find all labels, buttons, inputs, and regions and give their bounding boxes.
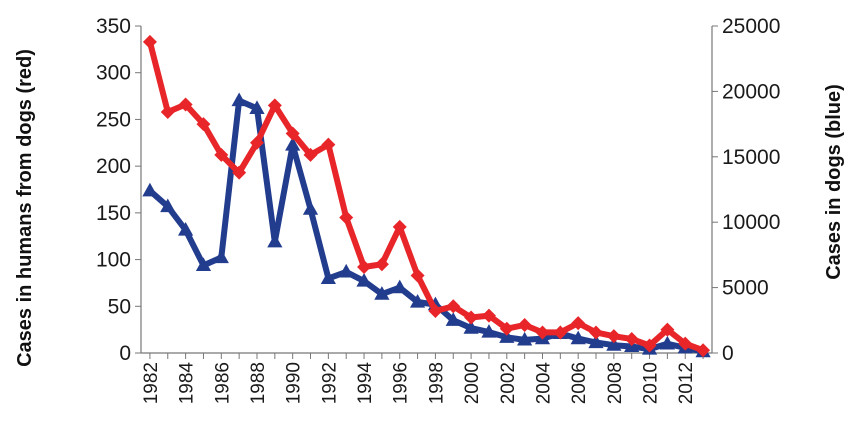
data-point-diamond — [517, 317, 532, 332]
x-tick-label: 1992 — [319, 362, 340, 404]
y-axis-left-title: Cases in humans from dogs (red) — [14, 49, 36, 367]
data-point-diamond — [142, 34, 157, 49]
data-point-diamond — [589, 325, 604, 340]
x-tick-label: 1986 — [212, 362, 233, 404]
data-point-triangle — [267, 233, 283, 248]
data-point-triangle — [445, 312, 461, 326]
y-right-tick-label: 15000 — [722, 146, 780, 169]
x-tick-label: 1988 — [248, 362, 269, 404]
data-point-triangle — [160, 198, 176, 213]
data-point-diamond — [214, 147, 229, 162]
data-point-diamond — [696, 343, 711, 358]
data-point-diamond — [339, 210, 354, 225]
data-point-triangle — [463, 320, 479, 334]
data-point-diamond — [267, 98, 282, 113]
data-point-diamond — [357, 260, 372, 275]
data-point-triangle — [659, 335, 675, 350]
data-point-triangle — [249, 100, 265, 115]
data-point-triangle — [517, 331, 533, 346]
y-left-tick-label: 200 — [96, 155, 131, 178]
data-point-diamond — [285, 126, 300, 141]
data-point-diamond — [232, 165, 247, 180]
x-tick-label: 2008 — [605, 362, 626, 404]
series-dogs — [142, 92, 711, 358]
data-point-diamond — [571, 316, 586, 331]
data-point-diamond — [374, 257, 389, 272]
data-point-diamond — [160, 104, 175, 119]
y-left-tick-label: 50 — [108, 295, 131, 318]
data-point-diamond — [392, 219, 407, 234]
x-tick-label: 2004 — [533, 362, 554, 405]
x-tick-label: 1996 — [391, 362, 412, 404]
data-point-triangle — [409, 293, 426, 308]
x-tick-label: 2002 — [498, 362, 519, 404]
x-tick-label: 1998 — [426, 362, 447, 404]
y-left-tick-label: 150 — [96, 202, 131, 225]
data-point-triangle — [195, 257, 212, 271]
data-point-triangle — [499, 329, 515, 343]
data-point-triangle — [231, 92, 247, 107]
data-point-diamond — [660, 322, 675, 337]
data-point-diamond — [499, 321, 514, 336]
data-point-triangle — [374, 286, 390, 300]
y-axis-right-title: Cases in dogs (blue) — [823, 84, 845, 280]
y-left-tick-label: 250 — [96, 108, 131, 131]
data-point-triangle — [338, 263, 354, 278]
data-point-diamond — [553, 325, 568, 340]
data-point-triangle — [606, 337, 622, 351]
data-point-diamond — [464, 310, 479, 325]
data-point-triangle — [481, 324, 497, 338]
data-point-triangle — [392, 279, 408, 294]
y-right-tick-label: 25000 — [722, 15, 780, 38]
data-point-triangle — [178, 222, 194, 236]
data-point-triangle — [570, 330, 586, 345]
data-point-diamond — [481, 308, 496, 323]
data-point-diamond — [428, 303, 443, 318]
data-point-diamond — [606, 329, 621, 344]
data-point-diamond — [196, 117, 211, 132]
data-point-diamond — [642, 338, 657, 353]
data-point-triangle — [356, 273, 372, 287]
y-left-tick-label: 0 — [119, 342, 131, 365]
x-tick-label: 1994 — [355, 362, 376, 405]
data-point-diamond — [178, 97, 193, 112]
data-point-diamond — [303, 147, 318, 162]
x-tick-label: 1982 — [141, 362, 162, 404]
y-left-tick-label: 100 — [96, 249, 131, 272]
data-point-triangle — [320, 270, 336, 285]
data-point-triangle — [213, 249, 229, 264]
y-right-tick-label: 5000 — [722, 277, 769, 300]
y-right-tick-label: 20000 — [722, 80, 780, 103]
data-point-diamond — [410, 268, 425, 283]
y-left-tick-label: 350 — [96, 15, 131, 38]
x-tick-label: 2000 — [462, 362, 483, 404]
data-point-diamond — [535, 325, 550, 340]
series-line — [147, 97, 704, 355]
x-tick-label: 2006 — [569, 362, 590, 404]
y-left-tick-label: 300 — [96, 62, 131, 85]
data-point-diamond — [446, 299, 461, 314]
data-point-triangle — [142, 182, 158, 197]
data-point-diamond — [321, 137, 336, 152]
axes: 0 50 100 150 200 250 300 350 0 5000 10000 15000 2000… — [96, 15, 780, 404]
data-point-diamond — [678, 336, 693, 351]
data-point-triangle — [588, 334, 604, 349]
x-tick-label: 1990 — [284, 362, 305, 404]
x-tick-label: 2010 — [641, 362, 662, 404]
data-point-triangle — [285, 137, 301, 151]
data-point-diamond — [624, 331, 639, 346]
x-tick-label: 1984 — [177, 362, 198, 405]
data-point-diamond — [249, 135, 264, 150]
y-right-tick-label: 0 — [722, 342, 734, 365]
data-point-triangle — [302, 201, 319, 215]
y-right-tick-label: 10000 — [722, 211, 780, 234]
x-tick-label: 2012 — [676, 362, 697, 404]
series-humans — [142, 34, 711, 358]
